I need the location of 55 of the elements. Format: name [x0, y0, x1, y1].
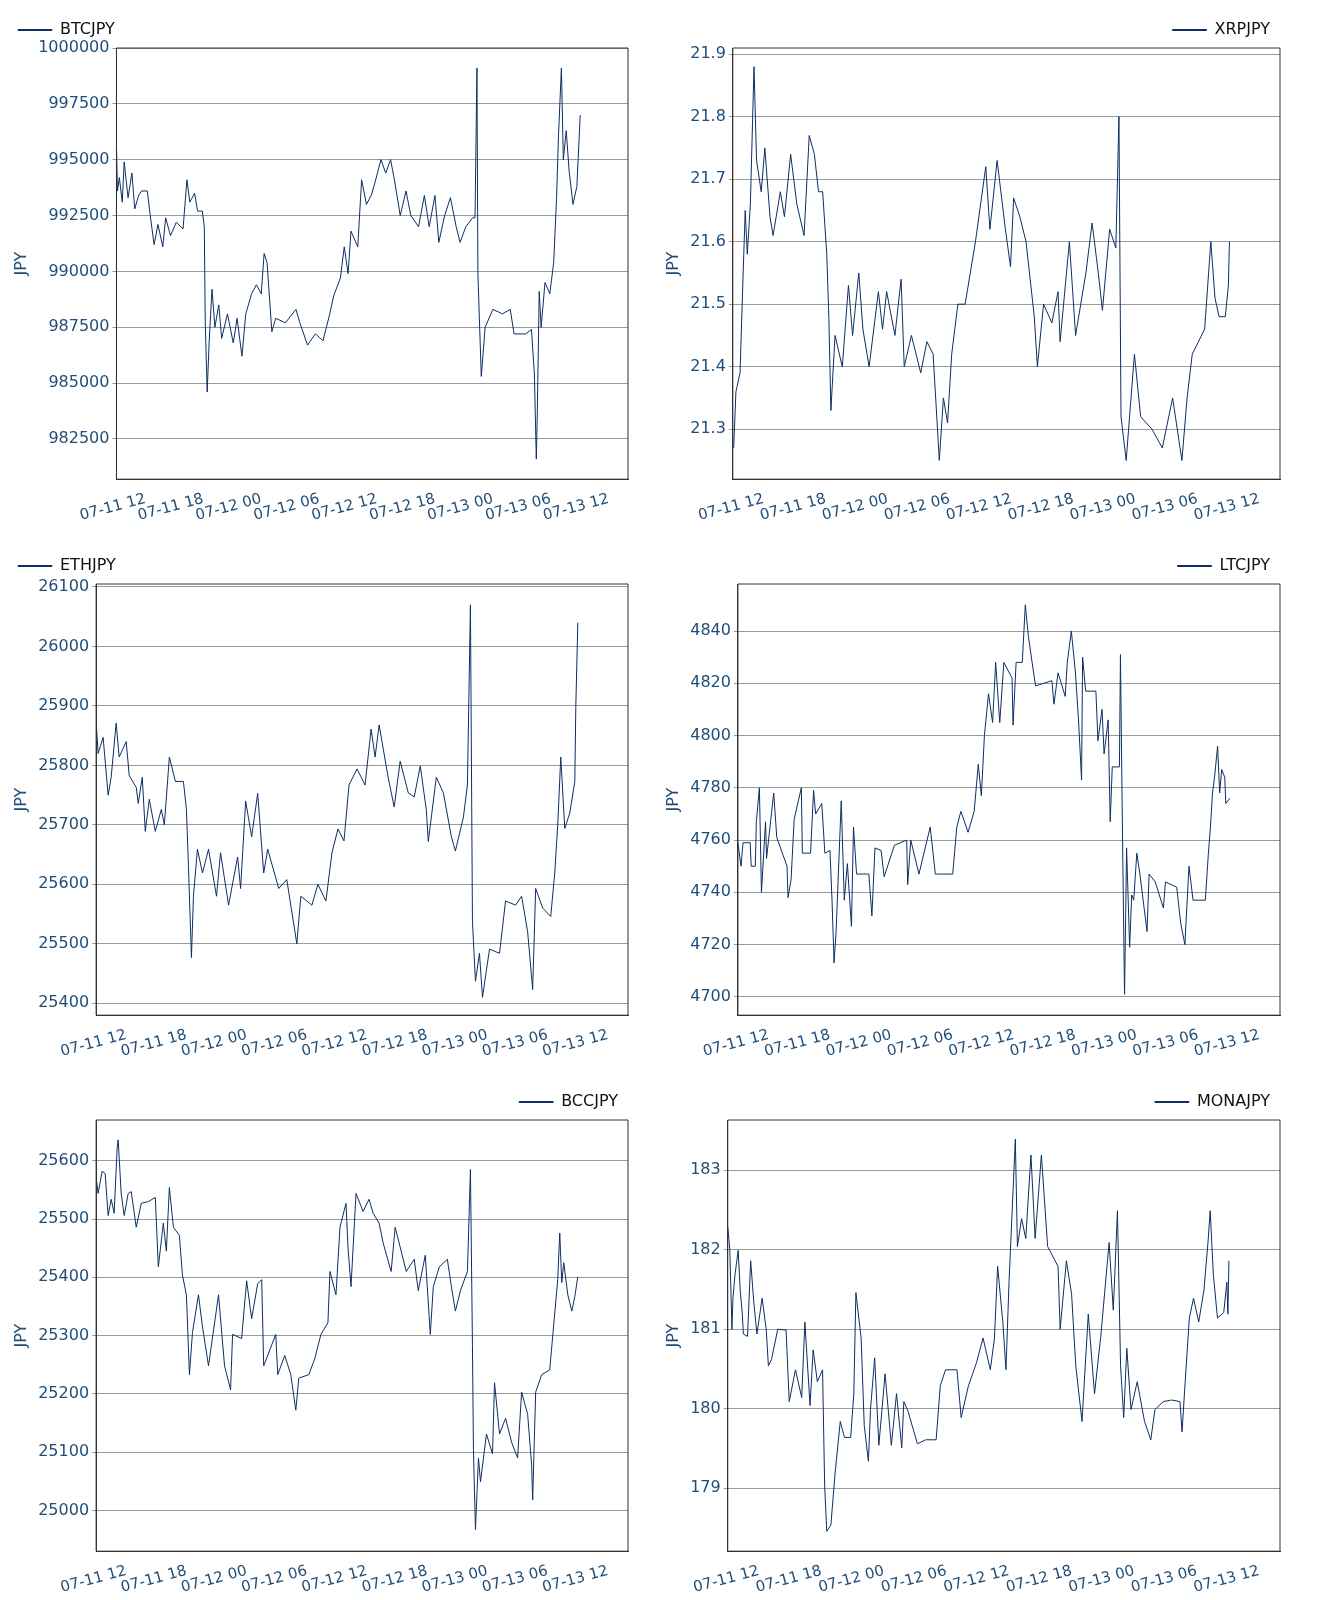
y-tick-label: 1000000 [38, 37, 110, 57]
legend-label: BTCJPY [60, 19, 115, 39]
y-tick-label: 4760 [690, 829, 731, 849]
y-tick-label: 4720 [690, 933, 731, 953]
y-axis-title: JPY [10, 251, 30, 277]
y-axis-title: JPY [10, 787, 30, 813]
y-tick-label: 25900 [38, 695, 90, 715]
y-tick-label: 985000 [48, 372, 110, 392]
y-tick-label: 25400 [38, 992, 90, 1012]
y-tick-label: 181 [690, 1318, 721, 1338]
y-tick-label: 4700 [690, 986, 731, 1006]
y-tick-label: 182 [690, 1238, 721, 1258]
y-tick-label: 4800 [690, 724, 731, 744]
y-tick-label: 26100 [38, 576, 90, 596]
y-tick-label: 26000 [38, 635, 90, 655]
y-tick-label: 25700 [38, 814, 90, 834]
y-tick-label: 21.5 [690, 293, 726, 313]
y-tick-label: 25400 [38, 1266, 90, 1286]
y-tick-label: 25200 [38, 1383, 90, 1402]
y-axis-title: JPY [662, 787, 682, 813]
y-tick-label: 21.9 [690, 43, 726, 63]
legend-label: BCCJPY [561, 1091, 619, 1111]
y-tick-label: 987500 [48, 316, 110, 336]
y-tick-label: 982500 [48, 428, 110, 448]
y-tick-label: 4820 [690, 672, 731, 692]
y-tick-label: 4740 [690, 881, 731, 901]
y-tick-label: 180 [690, 1397, 721, 1417]
y-tick-label: 25600 [38, 873, 90, 893]
legend-label: MONAJPY [1196, 1091, 1271, 1111]
y-tick-label: 25800 [38, 754, 90, 774]
y-axis-title: JPY [662, 251, 682, 277]
y-tick-label: 25600 [38, 1149, 90, 1169]
y-tick-label: 4840 [690, 620, 731, 640]
y-tick-label: 995000 [48, 148, 110, 168]
y-tick-label: 25300 [38, 1324, 90, 1344]
y-tick-label: 21.7 [690, 168, 726, 188]
legend-label: LTCJPY [1219, 555, 1271, 575]
y-tick-label: 21.3 [690, 418, 726, 438]
y-tick-label: 25500 [38, 932, 90, 952]
y-tick-label: 992500 [48, 204, 110, 224]
legend-label: XRPJPY [1214, 19, 1271, 39]
legend-label: ETHJPY [60, 555, 116, 575]
y-axis-title: JPY [662, 1323, 682, 1349]
y-tick-label: 21.8 [690, 105, 726, 125]
y-tick-label: 990000 [48, 260, 110, 280]
y-tick-label: 4780 [690, 776, 731, 796]
y-tick-label: 179 [690, 1477, 721, 1497]
y-tick-label: 21.6 [690, 230, 726, 250]
y-axis-title: JPY [10, 1323, 30, 1349]
y-tick-label: 183 [690, 1159, 721, 1179]
y-tick-label: 25100 [38, 1441, 90, 1461]
y-tick-label: 25000 [38, 1499, 90, 1519]
y-tick-label: 997500 [48, 93, 110, 113]
y-tick-label: 21.4 [690, 355, 726, 375]
y-tick-label: 25500 [38, 1208, 90, 1228]
